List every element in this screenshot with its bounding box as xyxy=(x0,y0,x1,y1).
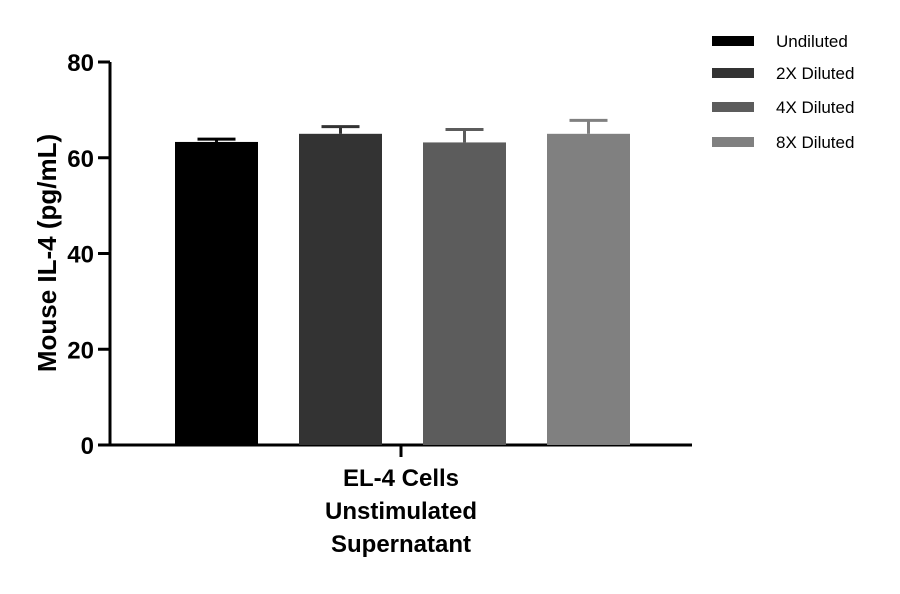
x-category-label-line: EL-4 Cells xyxy=(343,465,459,492)
y-axis-title: Mouse IL-4 (pg/mL) xyxy=(32,134,62,372)
legend-label: Undiluted xyxy=(776,32,848,51)
legend-swatch xyxy=(712,137,754,147)
bars xyxy=(175,133,630,446)
bar-4x-diluted xyxy=(423,142,506,445)
x-category-label-line: Unstimulated xyxy=(325,498,477,525)
x-category-label-line: Supernatant xyxy=(331,531,471,558)
legend-swatch xyxy=(712,68,754,78)
y-tick-label: 40 xyxy=(67,242,94,269)
bar-undiluted xyxy=(175,141,258,446)
x-axis xyxy=(108,443,692,457)
error-bars xyxy=(197,118,608,143)
legend-swatch xyxy=(712,102,754,112)
x-category-label: EL-4 Cells Unstimulated Supernatant xyxy=(325,465,477,558)
legend: Undiluted 2X Diluted 4X Diluted 8X Diluted xyxy=(712,32,854,152)
legend-label: 4X Diluted xyxy=(776,98,854,117)
y-axis: 0 20 40 60 80 xyxy=(67,50,112,460)
legend-swatch xyxy=(712,36,754,46)
y-tick-label: 60 xyxy=(67,146,94,173)
y-tick-label: 0 xyxy=(81,433,94,460)
y-tick-label: 20 xyxy=(67,337,94,364)
y-tick-label: 80 xyxy=(67,50,94,77)
legend-label: 2X Diluted xyxy=(776,64,854,83)
bar-2x-diluted xyxy=(299,133,382,445)
bar-8x-diluted xyxy=(547,133,630,445)
legend-label: 8X Diluted xyxy=(776,133,854,152)
